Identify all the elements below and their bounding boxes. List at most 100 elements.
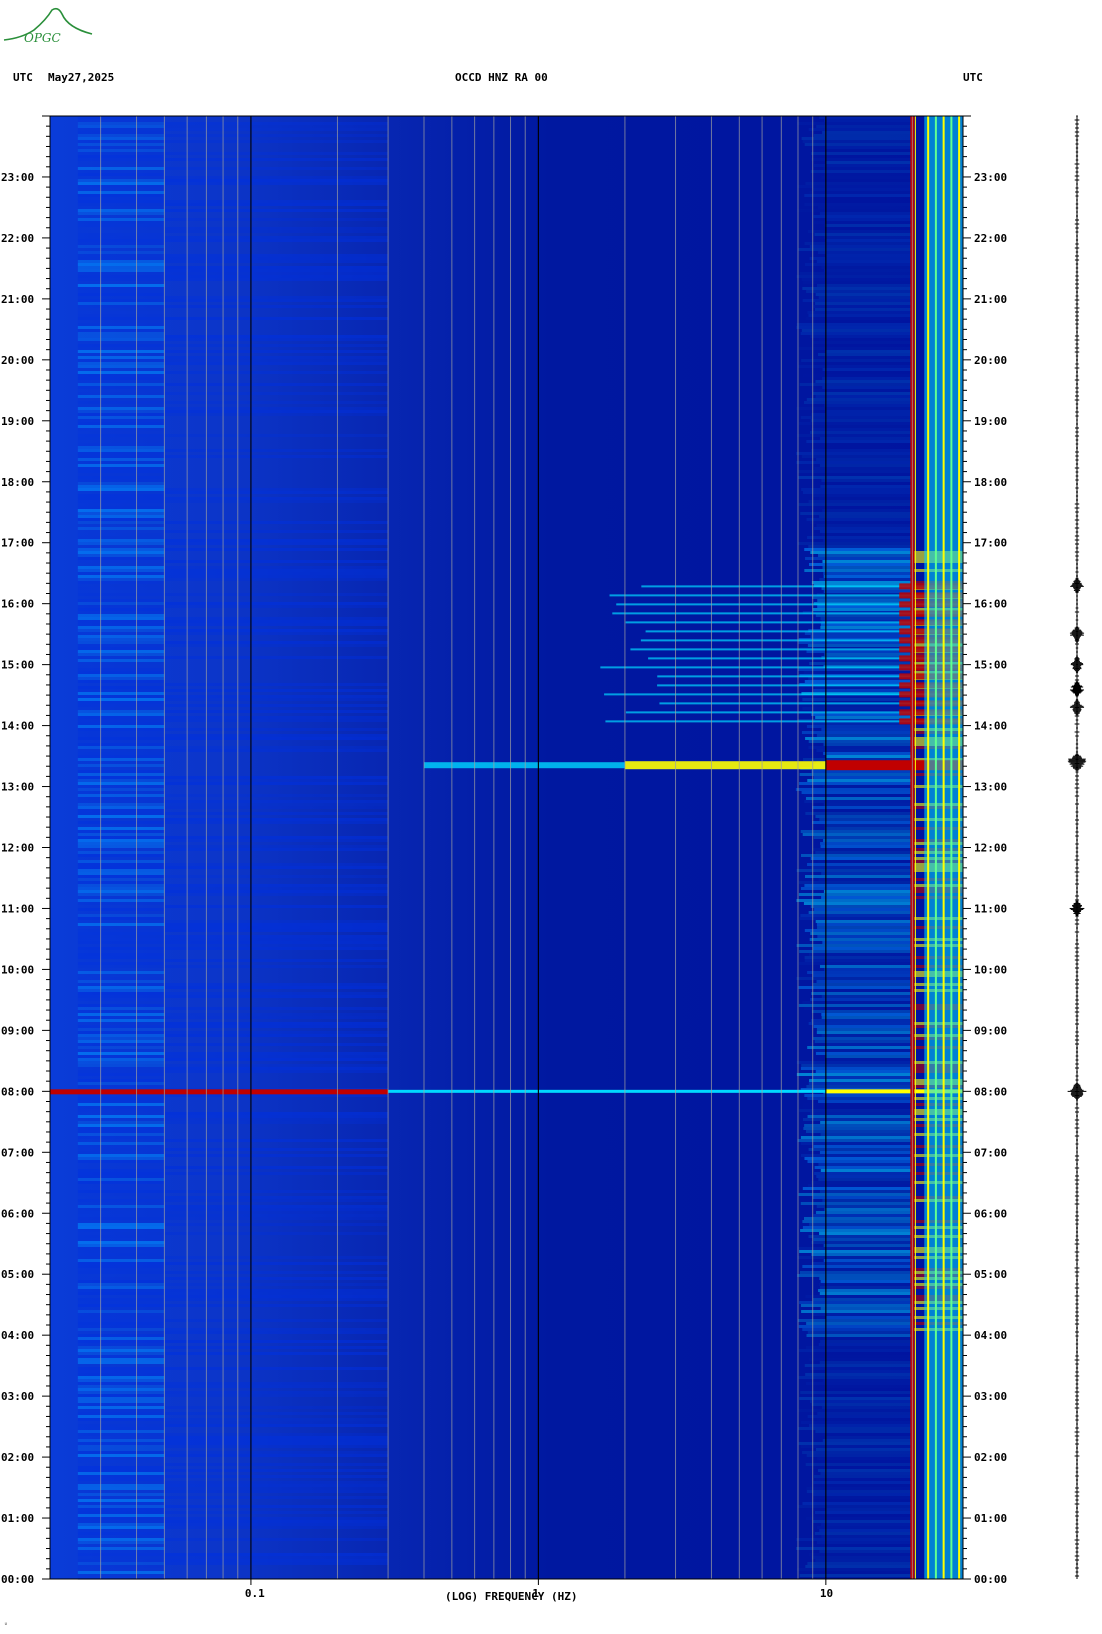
noise-row (77, 164, 165, 167)
hf-noise-row (807, 1331, 913, 1334)
noise-row (77, 821, 165, 824)
utc-label-right: UTC (963, 71, 983, 84)
noise-row (164, 1526, 389, 1529)
hf-noise-row (815, 716, 913, 719)
hf-noise-row (822, 386, 913, 389)
hf-noise-row (820, 1472, 913, 1475)
noise-row (77, 1229, 165, 1232)
noise-row (164, 230, 389, 233)
noise-row (77, 437, 165, 440)
hf-noise-row (798, 1376, 913, 1379)
noise-row (164, 806, 389, 809)
hf-noise-row (807, 1388, 912, 1391)
noise-row (77, 752, 165, 755)
noise-row (77, 1112, 165, 1115)
noise-row (77, 266, 165, 269)
noise-row (77, 1394, 165, 1397)
hf-noise-row (816, 1418, 912, 1421)
noise-row (77, 674, 165, 677)
noise-row (77, 1331, 165, 1334)
noise-row (164, 1064, 389, 1067)
hf-noise-row (818, 1469, 913, 1472)
event-strong (50, 1089, 389, 1095)
noise-row (77, 1547, 165, 1550)
hf-noise-row (823, 572, 913, 575)
noise-row (77, 578, 165, 581)
noise-row (77, 1334, 165, 1337)
y-tick-label-left: 14:00 (1, 720, 34, 733)
noise-row (77, 788, 165, 791)
noise-row (77, 722, 165, 725)
noise-row (77, 725, 165, 728)
hf-noise-row (796, 944, 913, 947)
noise-row (164, 539, 389, 542)
noise-row (77, 1475, 165, 1478)
noise-row (77, 278, 165, 281)
hf-noise-row (824, 824, 913, 827)
noise-row (77, 1292, 165, 1295)
noise-row (77, 683, 165, 686)
hf-noise-row (799, 1271, 913, 1274)
hf-noise-row (799, 200, 912, 203)
noise-row (77, 1328, 165, 1331)
y-tick-label-left: 17:00 (1, 537, 34, 550)
noise-row (77, 158, 165, 161)
hf-noise-row (807, 1046, 913, 1049)
hf-noise-row (800, 887, 913, 890)
noise-row (77, 713, 165, 716)
hf-noise-row (813, 1145, 913, 1148)
y-tick-label-right: 00:00 (974, 1573, 1007, 1586)
hf-noise-row (812, 608, 913, 611)
hf-noise-row (823, 539, 913, 542)
noise-row (77, 479, 165, 482)
noise-row (77, 128, 165, 131)
noise-row (77, 833, 165, 836)
spectrogram-background (50, 116, 963, 1579)
noise-row (77, 1061, 165, 1064)
hf-noise-row (809, 1424, 913, 1427)
hf-noise-row (807, 1097, 913, 1100)
hf-noise-row (815, 380, 913, 383)
hf-noise-row (799, 1397, 913, 1400)
noise-row (77, 1160, 165, 1163)
hf-noise-row (796, 977, 913, 980)
hf-noise-row (804, 1157, 913, 1160)
noise-row (77, 1238, 165, 1241)
noise-row (77, 533, 165, 536)
tremor-line (612, 612, 963, 615)
noise-row (77, 983, 165, 986)
noise-row (164, 947, 389, 950)
noise-row (164, 1196, 389, 1199)
y-tick-label-right: 10:00 (974, 963, 1007, 976)
noise-row (77, 1211, 165, 1214)
noise-row (164, 923, 389, 926)
x-tick-label: 0.1 (245, 1587, 265, 1600)
noise-row (164, 1445, 389, 1448)
hf-noise-row (822, 1337, 912, 1340)
noise-row (164, 776, 389, 779)
noise-row (77, 755, 165, 758)
noise-row (164, 1538, 389, 1541)
hf-noise-row (797, 362, 913, 365)
noise-row (164, 254, 389, 257)
noise-row (77, 146, 165, 149)
hf-noise-row (823, 890, 913, 893)
y-tick-label-left: 12:00 (1, 842, 34, 855)
noise-row (77, 680, 165, 683)
noise-row (77, 1007, 165, 1010)
noise-row (164, 836, 389, 839)
noise-row (77, 1556, 165, 1559)
noise-row (77, 137, 165, 140)
y-tick-label-left: 08:00 (1, 1085, 34, 1098)
hf-noise-row (811, 152, 913, 155)
noise-row (164, 176, 389, 179)
noise-row (77, 1247, 165, 1250)
noise-row (77, 1511, 165, 1514)
hf-noise-row (813, 188, 913, 191)
noise-row (77, 776, 165, 779)
hf-noise-row (808, 1358, 912, 1361)
noise-row (164, 893, 389, 896)
noise-row (77, 767, 165, 770)
hf-noise-row (803, 281, 913, 284)
noise-row (77, 341, 165, 344)
